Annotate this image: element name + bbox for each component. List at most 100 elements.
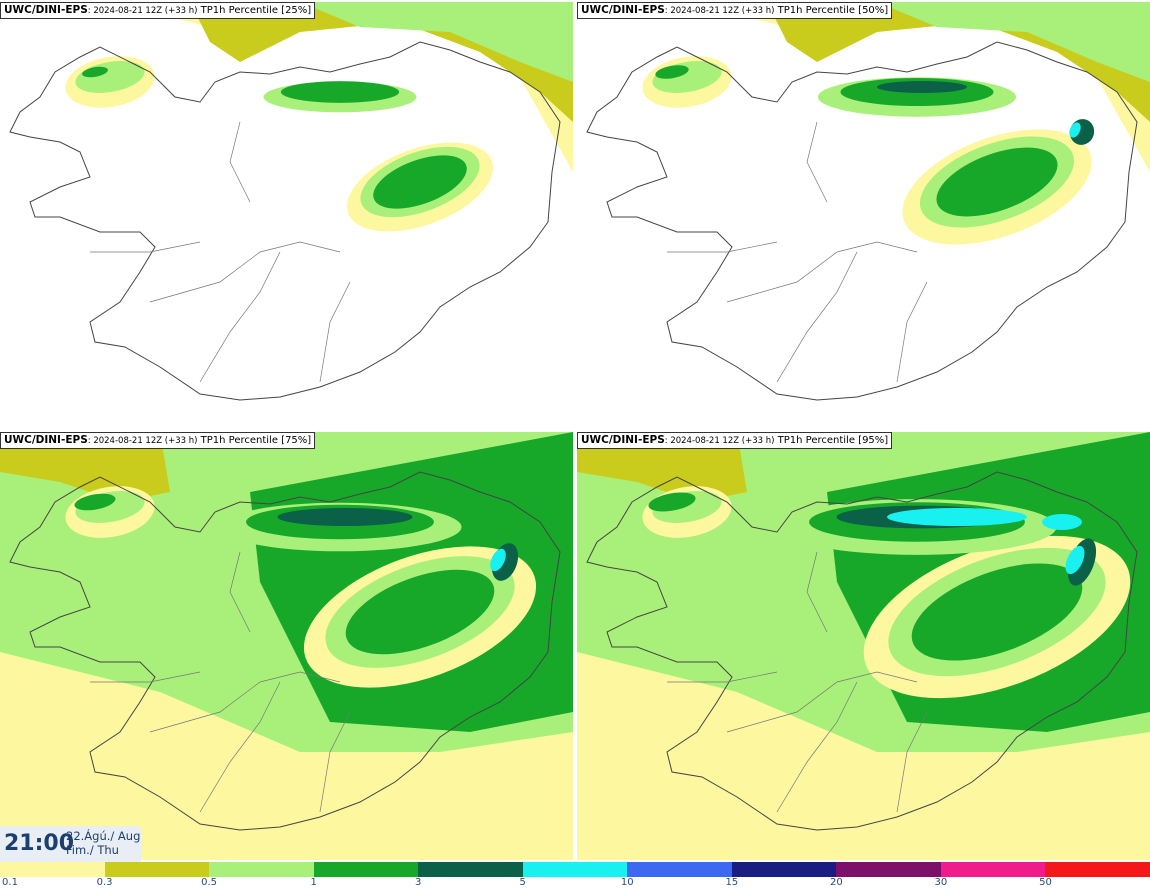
road-line [806,121,828,203]
percentile-label: [95%] [858,435,889,446]
road-line [149,671,341,733]
precip-cell-west-green [74,493,116,511]
precip-cell-west-green [655,65,689,79]
precip-colorbar [0,862,1150,877]
precip-cell-green [911,563,1083,661]
precip-map [0,432,573,860]
colorbar-tick-label: 0.1 [2,877,18,888]
colorbar-segment-7 [731,862,837,877]
colorbar-tick-label: 5 [519,877,526,888]
road-line [319,711,351,813]
precip-cells [65,56,494,232]
precip-map [0,2,573,401]
map-panel-2: UWC/DINI-EPS: 2024-08-21 12Z (+33 h) TP1… [577,2,1150,430]
colorbar-segment-0 [0,862,105,877]
colorbar-tick-label: 3 [414,877,422,888]
road-line [896,281,928,383]
road-line [896,711,928,813]
percentile-label: [50%] [858,5,889,16]
valid-date-line1: 22.Ágú./ Aug [66,829,141,843]
road-line [726,241,918,303]
valid-date-line2: Fim./ Thu [66,843,119,857]
colorbar-segment-2 [209,862,314,877]
map-panel-1: UWC/DINI-EPS: 2024-08-21 12Z (+33 h) TP1… [0,2,573,430]
precip-cell-green [936,147,1058,217]
percentile-label: [25%] [281,5,312,16]
road-line [90,241,201,253]
colorbar-tick-label: 30 [934,877,948,888]
valid-hour: 21:00 [4,831,75,856]
colorbar-segment-6 [627,862,732,877]
colorbar-segment-4 [418,862,523,877]
precip-cell-north-green [280,81,400,103]
colorbar-tick-label: 0.3 [96,877,113,888]
road-line [90,671,201,683]
colorbar-tick-label: 0.5 [201,877,218,888]
road-line [726,671,918,733]
coastline [586,41,1138,401]
panel-title: UWC/DINI-EPS: 2024-08-21 12Z (+33 h) TP1… [0,2,316,19]
road-line [319,281,351,383]
coastline [9,471,561,831]
road-line [199,251,281,383]
road-line [229,551,251,633]
panel-title: UWC/DINI-EPS: 2024-08-21 12Z (+33 h) TP1… [577,2,893,19]
colorbar-tick-label: 1 [310,877,317,888]
precip-cell-dark-green [277,508,413,526]
run-info: : 2024-08-21 12Z (+33 h) [87,6,198,16]
road-line [776,681,858,813]
precip-cell-cyan [490,548,506,572]
coastline [586,471,1138,831]
run-info: : 2024-08-21 12Z (+33 h) [664,6,775,16]
colorbar-segment-5 [522,862,628,877]
precip-cells [642,486,1131,699]
colorbar-segment-10 [1045,862,1150,877]
precip-field [577,2,1150,172]
road-line [667,671,778,683]
colorbar-ticks: 0.1 0.3 0.5 1 3 5 10 15 20 30 50 [0,877,1150,891]
percentile-label: [75%] [281,435,312,446]
colorbar-tick-label: 20 [829,877,843,888]
precip-cells [65,486,537,688]
colorbar-segment-8 [836,862,941,877]
precip-cell-cyan [1069,122,1081,138]
model-name: UWC/DINI-EPS [581,4,665,16]
model-name: UWC/DINI-EPS [581,434,665,446]
precip-cell-west-green [648,492,696,512]
colorbar-tick-label: 10 [620,877,634,888]
road-line [806,551,828,633]
run-info: : 2024-08-21 12Z (+33 h) [87,436,198,446]
map-panel-3: UWC/DINI-EPS: 2024-08-21 12Z (+33 h) TP1… [0,432,573,860]
panel-title: UWC/DINI-EPS: 2024-08-21 12Z (+33 h) TP1… [0,432,316,449]
precip-cell-dark-green [877,81,967,93]
precip-map [577,432,1150,860]
valid-date: 22.Ágú./ Aug Fim./ Thu [66,829,140,857]
coastline [9,41,561,401]
precip-cell-cyan-ne [1042,514,1082,530]
precip-field [0,2,573,172]
map-panel-4: UWC/DINI-EPS: 2024-08-21 12Z (+33 h) TP1… [577,432,1150,860]
panel-title: UWC/DINI-EPS: 2024-08-21 12Z (+33 h) TP1… [577,432,893,449]
field-name: TP1h Percentile [777,435,855,446]
valid-time-box: 21:00 22.Ágú./ Aug Fim./ Thu [0,826,141,862]
colorbar-tick-label: 50 [1039,877,1052,888]
precip-cells [642,56,1095,245]
precip-cell-green [373,155,467,209]
precip-cell-cyan-north [887,508,1027,526]
model-name: UWC/DINI-EPS [4,434,88,446]
precip-cell-cyan [1065,545,1085,575]
precip-fill-olive [577,432,747,502]
precip-fill-light-green [877,2,1150,82]
colorbar-tick-label: 15 [725,877,739,888]
road-line [667,241,778,253]
precip-cell-west-green [82,66,108,78]
precip-fill-olive [0,432,170,502]
field-name: TP1h Percentile [200,435,278,446]
road-line [149,241,341,303]
colorbar-segment-9 [940,862,1046,877]
precip-cell-green [345,569,495,655]
run-info: : 2024-08-21 12Z (+33 h) [664,436,775,446]
colorbar-segment-1 [104,862,210,877]
road-line [199,681,281,813]
colorbar-segment-3 [313,862,419,877]
